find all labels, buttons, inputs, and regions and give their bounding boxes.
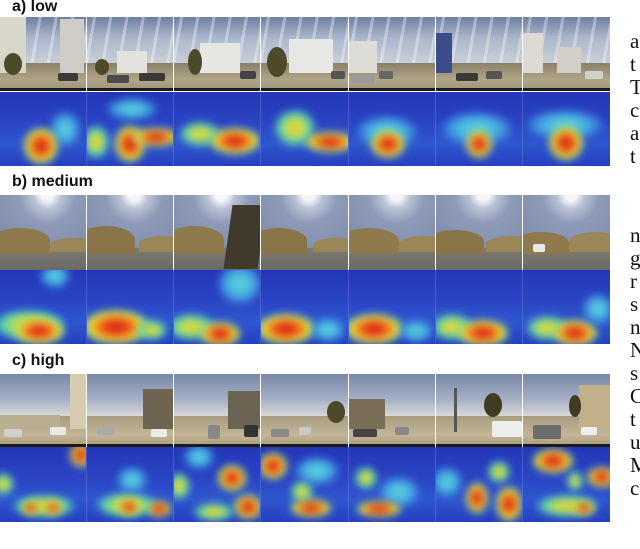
heatmap-frame — [435, 92, 523, 166]
side-text-char: T — [630, 75, 640, 99]
heatmap-frame — [348, 270, 436, 344]
heatmap-strip-high — [0, 447, 610, 522]
side-text-char: t — [630, 407, 636, 431]
side-text-char: s — [630, 361, 639, 385]
side-text-char: N — [630, 338, 640, 362]
heatmap-frame — [0, 270, 88, 344]
side-text-char: n — [630, 223, 640, 247]
photo-frame — [522, 374, 610, 447]
photo-frame — [261, 195, 349, 270]
photo-frame — [0, 374, 88, 447]
heatmap-frame — [0, 447, 88, 522]
heatmap-frame — [435, 270, 523, 344]
photo-frame — [435, 17, 523, 91]
side-text-char: c — [630, 476, 640, 500]
photo-frame — [174, 17, 262, 91]
row-label-low: a) low — [12, 0, 58, 15]
photo-frame — [87, 195, 175, 270]
side-text-block-1: a t T c a t — [630, 30, 640, 168]
side-text-char: u — [630, 430, 640, 454]
side-text-block-2: n g r s n N s C t u M c — [630, 224, 640, 500]
heatmap-strip-medium — [0, 270, 610, 344]
photo-frame — [522, 195, 610, 270]
heatmap-frame — [348, 92, 436, 166]
heatmap-frame — [261, 270, 349, 344]
heatmap-frame — [174, 447, 262, 522]
photo-frame — [174, 195, 262, 270]
photo-frame — [348, 17, 436, 91]
heatmap-frame — [261, 447, 349, 522]
photo-frame — [522, 17, 610, 91]
heatmap-frame — [87, 92, 175, 166]
photo-strip-low — [0, 17, 610, 91]
photo-frame — [261, 374, 349, 447]
heatmap-frame — [0, 92, 88, 166]
photo-frame — [435, 195, 523, 270]
photo-frame — [261, 17, 349, 91]
photo-frame — [0, 17, 88, 91]
side-text-char: n — [630, 315, 640, 339]
side-text-char: s — [630, 292, 639, 316]
side-text-char: t — [630, 144, 636, 168]
side-text-char: a — [630, 121, 640, 145]
side-text-char: M — [630, 453, 640, 477]
photo-frame — [87, 17, 175, 91]
side-text-char: C — [630, 384, 640, 408]
photo-frame — [0, 195, 88, 270]
heatmap-frame — [87, 447, 175, 522]
photo-frame — [174, 374, 262, 447]
heatmap-frame — [261, 92, 349, 166]
row-label-medium: b) medium — [12, 173, 93, 190]
heatmap-frame — [174, 270, 262, 344]
side-text-char: r — [630, 269, 637, 293]
heatmap-frame — [348, 447, 436, 522]
heatmap-frame — [522, 270, 610, 344]
side-text-char: g — [630, 246, 640, 270]
photo-frame — [87, 374, 175, 447]
side-text-char: c — [630, 98, 640, 122]
photo-frame — [348, 374, 436, 447]
row-label-high: c) high — [12, 352, 65, 369]
heatmap-frame — [87, 270, 175, 344]
photo-frame — [348, 195, 436, 270]
side-text-char: a — [630, 29, 640, 53]
photo-strip-medium — [0, 195, 610, 270]
photo-strip-high — [0, 374, 610, 447]
heatmap-frame — [435, 447, 523, 522]
heatmap-strip-low — [0, 92, 610, 166]
heatmap-frame — [174, 92, 262, 166]
photo-frame — [435, 374, 523, 447]
heatmap-frame — [522, 447, 610, 522]
side-text-char: t — [630, 52, 636, 76]
heatmap-frame — [522, 92, 610, 166]
